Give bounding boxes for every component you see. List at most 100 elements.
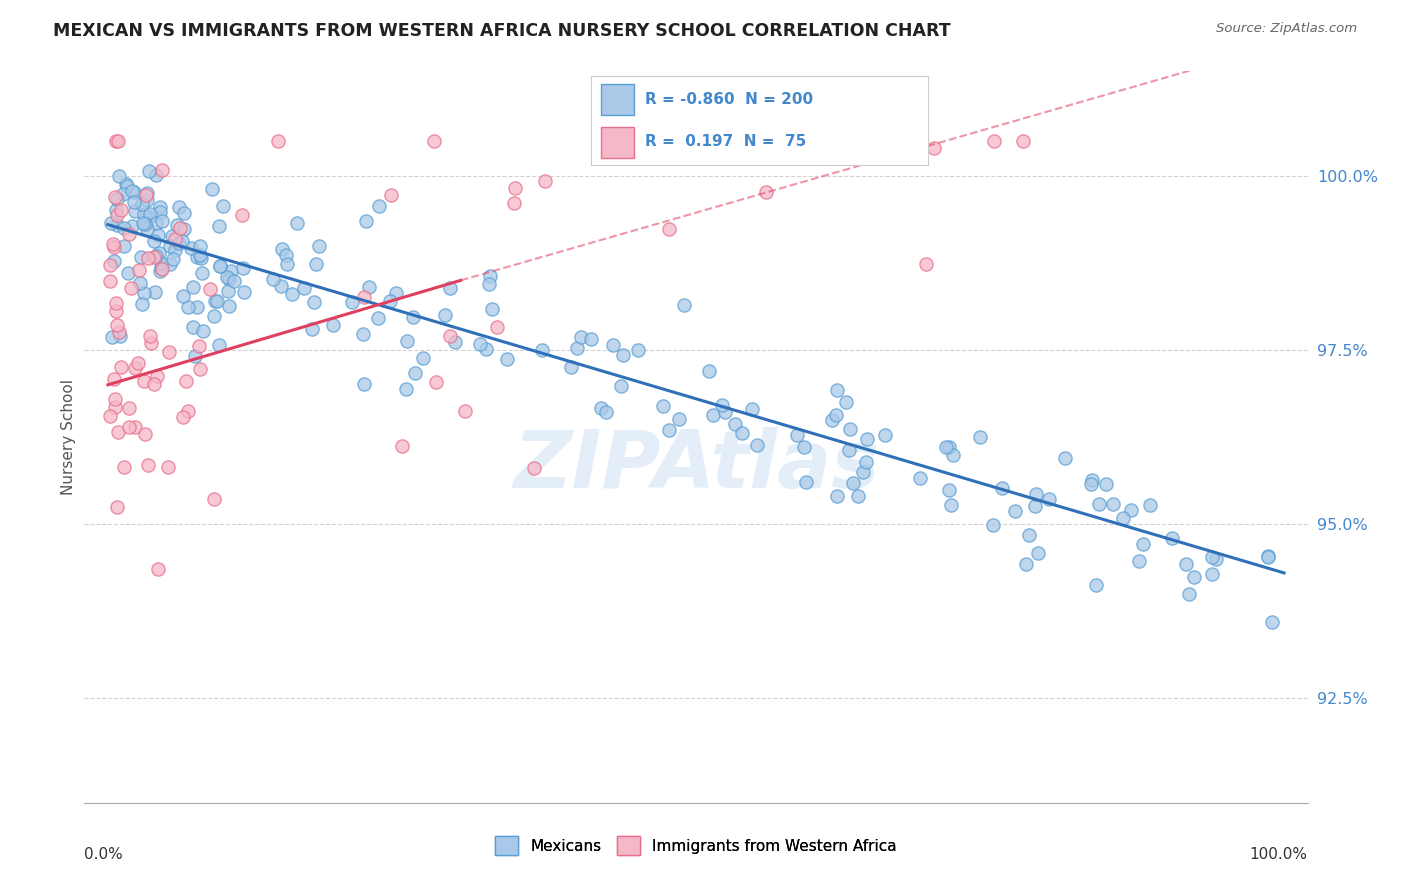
Point — [117, 266, 139, 280]
Point — [129, 250, 152, 264]
Point — [145, 368, 167, 383]
Point — [262, 272, 284, 286]
Point — [208, 260, 231, 274]
Point — [163, 232, 186, 246]
Point — [105, 500, 128, 515]
Point — [188, 339, 211, 353]
Point — [1132, 537, 1154, 551]
Point — [127, 356, 149, 370]
Point — [149, 205, 172, 219]
Point — [713, 405, 735, 419]
Point — [204, 492, 226, 507]
Point — [474, 342, 496, 356]
Point — [122, 185, 145, 199]
Point — [1026, 546, 1049, 560]
Point — [128, 276, 150, 290]
Point — [285, 216, 308, 230]
Point — [856, 433, 879, 447]
Point — [827, 489, 849, 503]
Point — [935, 440, 957, 454]
Point — [204, 293, 226, 308]
Point — [503, 181, 526, 195]
Point — [368, 199, 391, 213]
Point — [136, 251, 159, 265]
Text: 100.0%: 100.0% — [1250, 847, 1308, 862]
Point — [1038, 491, 1060, 506]
Point — [188, 361, 211, 376]
Point — [280, 287, 302, 301]
Point — [391, 439, 413, 453]
Point — [672, 298, 695, 312]
Point — [478, 277, 501, 291]
Point — [118, 227, 141, 242]
Point — [786, 428, 808, 442]
Point — [439, 329, 461, 343]
Point — [1182, 570, 1205, 584]
Point — [423, 134, 446, 148]
Point — [530, 343, 553, 357]
Point — [454, 404, 477, 418]
Point — [105, 134, 128, 148]
Point — [186, 300, 208, 314]
Point — [222, 274, 245, 288]
Point — [141, 335, 163, 350]
Point — [232, 285, 254, 299]
Point — [612, 348, 634, 362]
Text: ZIPAtlas: ZIPAtlas — [513, 427, 879, 506]
Point — [145, 168, 167, 182]
Point — [118, 420, 141, 434]
Point — [305, 257, 328, 271]
Point — [169, 235, 191, 250]
Point — [108, 329, 131, 343]
Point — [1025, 487, 1047, 501]
Point — [873, 427, 896, 442]
Point — [231, 208, 253, 222]
Point — [131, 297, 153, 311]
Point — [434, 308, 457, 322]
Point — [134, 218, 156, 232]
Point — [112, 221, 135, 235]
Point — [103, 253, 125, 268]
Point — [132, 374, 155, 388]
Point — [128, 263, 150, 277]
Point — [115, 178, 138, 193]
Point — [160, 228, 183, 243]
Point — [908, 470, 931, 484]
Point — [425, 375, 447, 389]
Point — [186, 250, 208, 264]
Point — [146, 562, 169, 576]
Point — [121, 184, 143, 198]
Point — [1128, 554, 1150, 568]
Point — [104, 392, 127, 406]
Point — [1261, 615, 1284, 630]
Point — [108, 169, 131, 183]
Point — [117, 401, 139, 415]
Point — [359, 279, 381, 293]
Point — [652, 399, 675, 413]
Point — [395, 334, 418, 348]
Point — [565, 341, 588, 355]
Point — [132, 216, 155, 230]
Point — [143, 377, 166, 392]
Point — [730, 426, 752, 441]
Point — [98, 274, 121, 288]
Point — [145, 216, 167, 230]
Point — [502, 196, 524, 211]
Point — [152, 163, 174, 178]
Point — [149, 264, 172, 278]
Point — [579, 332, 602, 346]
Point — [439, 281, 461, 295]
Point — [1024, 500, 1046, 514]
Point — [569, 330, 592, 344]
Point — [98, 258, 121, 272]
Point — [181, 280, 204, 294]
Point — [650, 134, 672, 148]
Point — [232, 261, 254, 276]
Point — [922, 141, 945, 155]
Point — [122, 195, 145, 210]
Point — [157, 345, 180, 359]
Point — [149, 256, 172, 270]
Point — [1094, 477, 1116, 491]
Point — [981, 518, 1004, 533]
Point — [838, 422, 860, 436]
